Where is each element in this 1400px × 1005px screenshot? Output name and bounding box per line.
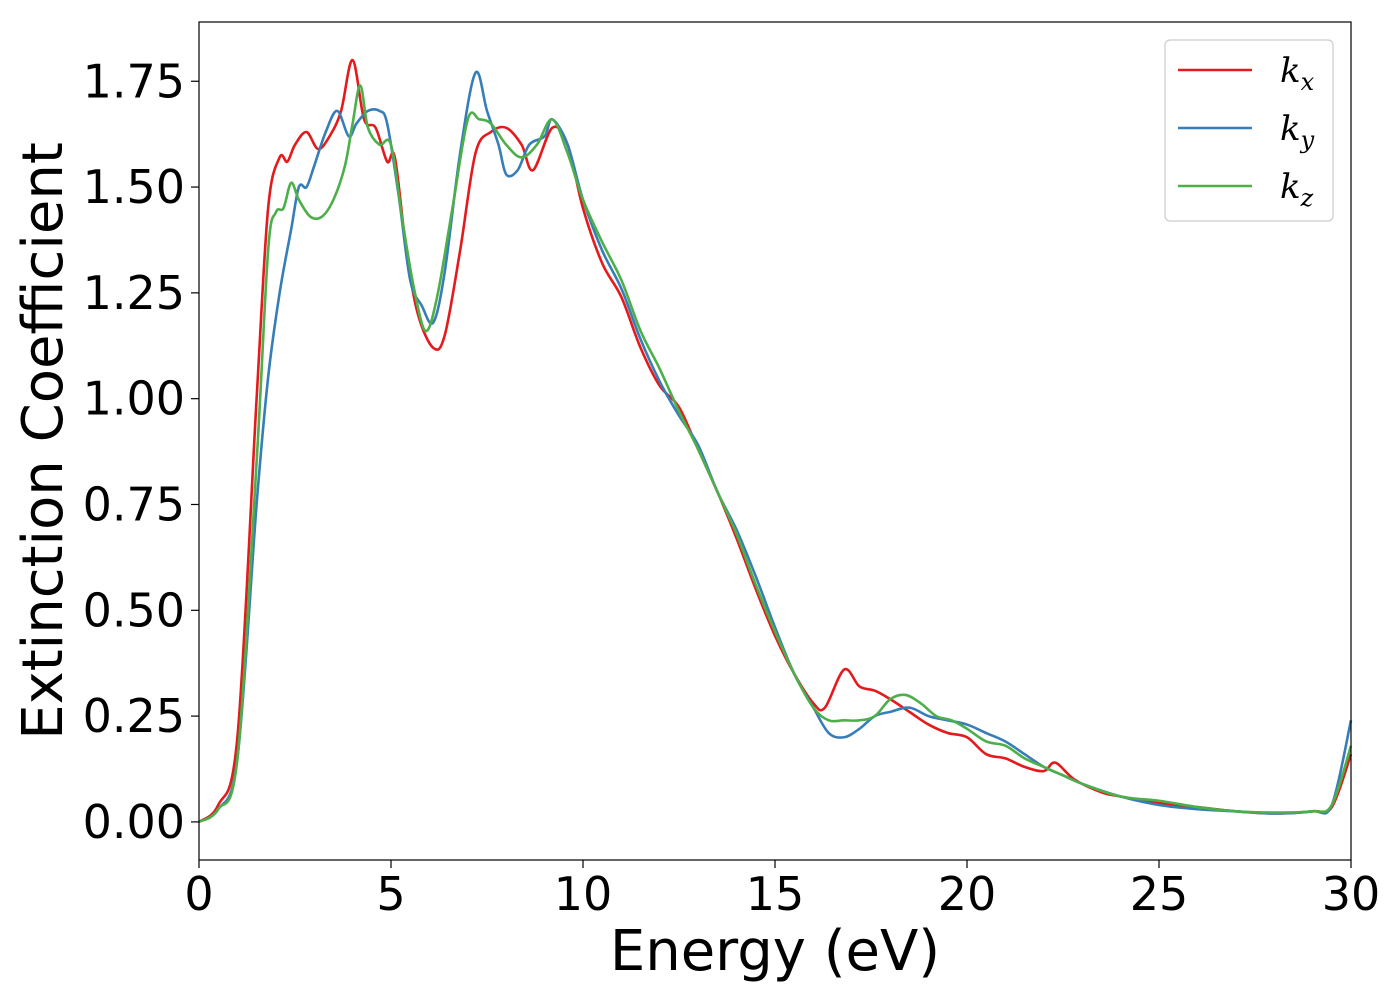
- series-layer: [198, 58, 1353, 824]
- series-line-y: [198, 70, 1353, 824]
- legend-label-x: kx: [1280, 51, 1315, 96]
- x-tick-label: 10: [554, 867, 613, 921]
- y-tick-label: 1.25: [83, 266, 185, 320]
- legend-box: [1164, 39, 1334, 222]
- y-axis-ticks: 0.00 0.25 0.50 0.75 1.00 1.25 1.50 1.75: [83, 54, 199, 849]
- legend: kx ky kz: [1164, 39, 1334, 222]
- series-line-z: [198, 84, 1353, 824]
- y-tick-label: 1.75: [83, 54, 185, 108]
- y-tick-label: 1.00: [83, 372, 185, 426]
- legend-entries: kx ky kz: [1178, 51, 1315, 212]
- x-tick-label: 0: [184, 867, 213, 921]
- legend-label-z: kz: [1280, 167, 1314, 212]
- x-tick-label: 30: [1322, 867, 1381, 921]
- x-tick-label: 25: [1130, 867, 1189, 921]
- x-axis-title: Energy (eV): [610, 919, 940, 984]
- series-line-x: [198, 58, 1353, 823]
- x-axis-ticks: 0 5 10 15 20 25 30: [184, 860, 1380, 921]
- y-axis-title: Extinction Coefficient: [11, 142, 76, 740]
- y-tick-label: 1.50: [83, 160, 185, 214]
- y-tick-label: 0.25: [83, 689, 185, 743]
- x-tick-label: 20: [938, 867, 997, 921]
- x-tick-label: 15: [746, 867, 805, 921]
- y-tick-label: 0.00: [83, 795, 185, 849]
- legend-label-y: ky: [1280, 109, 1315, 154]
- y-tick-label: 0.50: [83, 583, 185, 637]
- x-tick-label: 5: [376, 867, 405, 921]
- y-tick-label: 0.75: [83, 477, 185, 531]
